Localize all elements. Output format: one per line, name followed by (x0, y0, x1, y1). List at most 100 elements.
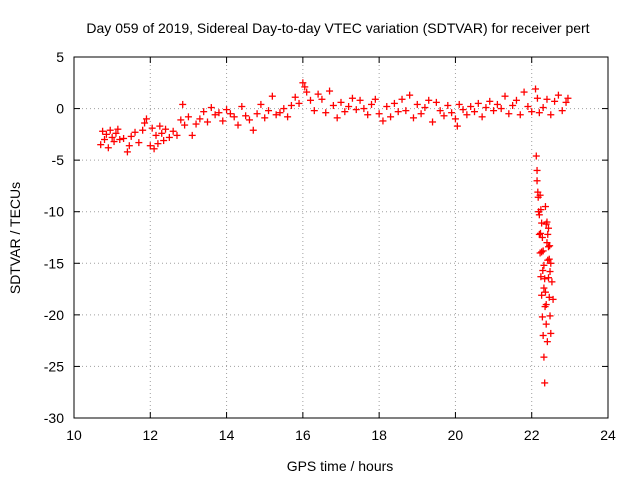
data-point (536, 229, 544, 237)
data-point (333, 114, 341, 122)
data-point (146, 142, 154, 150)
data-point (429, 118, 437, 126)
data-point (549, 295, 557, 303)
data-point (490, 107, 498, 115)
data-point (544, 230, 552, 238)
data-point (131, 128, 139, 136)
data-point (545, 293, 553, 301)
x-tick-label: 18 (371, 427, 387, 443)
data-point (158, 129, 166, 137)
data-point (368, 100, 376, 108)
data-point (482, 104, 490, 112)
data-point (436, 107, 444, 115)
data-point (478, 113, 486, 121)
data-point (348, 94, 356, 102)
data-point (532, 85, 540, 93)
data-point (272, 111, 280, 119)
data-point (459, 106, 467, 114)
data-point (547, 329, 555, 337)
data-point (390, 99, 398, 107)
data-point (493, 100, 501, 108)
data-point (238, 103, 246, 111)
x-axis-label: GPS time / hours (287, 458, 394, 474)
data-point (540, 284, 548, 292)
data-point (97, 141, 105, 149)
data-point (538, 234, 546, 241)
data-point (541, 275, 549, 283)
x-tick-label: 20 (448, 427, 464, 443)
y-tick-label: -30 (44, 410, 64, 426)
x-tick-label: 10 (66, 427, 82, 443)
data-point (533, 166, 541, 174)
data-point (150, 145, 158, 153)
data-point (383, 103, 391, 111)
x-tick-label: 22 (524, 427, 540, 443)
data-point (108, 133, 116, 141)
data-point (223, 106, 231, 114)
data-point (284, 113, 292, 121)
data-point (99, 127, 107, 135)
data-point (542, 301, 550, 309)
data-point (547, 259, 555, 267)
data-point (106, 126, 114, 134)
data-point (406, 91, 414, 99)
data-point (505, 110, 513, 118)
data-point (156, 122, 164, 130)
data-point (537, 206, 545, 214)
data-point (116, 136, 124, 144)
data-point (417, 110, 425, 118)
data-point (110, 138, 118, 146)
data-point (421, 104, 429, 112)
data-point (276, 109, 284, 117)
data-point (551, 97, 559, 105)
data-point (245, 116, 253, 124)
data-point (538, 291, 546, 299)
data-point (544, 224, 552, 232)
data-point (318, 95, 326, 103)
data-point (352, 106, 360, 114)
y-tick-label: -15 (44, 255, 64, 271)
data-point (219, 117, 227, 125)
data-point (112, 129, 120, 137)
data-point (497, 105, 505, 113)
data-point (291, 93, 299, 101)
data-point (547, 111, 555, 119)
data-point (165, 133, 173, 141)
data-point (154, 140, 162, 148)
data-point (539, 267, 547, 275)
data-point (541, 288, 549, 296)
data-point (142, 115, 150, 123)
data-point (173, 131, 181, 139)
data-point (127, 132, 135, 140)
data-point (135, 139, 143, 147)
data-point (541, 379, 549, 387)
data-point (120, 134, 128, 142)
data-point (253, 110, 261, 118)
data-point (398, 95, 406, 103)
data-point (471, 108, 478, 116)
data-point (204, 118, 211, 126)
data-point (536, 191, 544, 199)
data-point (409, 114, 417, 122)
data-point (123, 148, 131, 156)
data-point (432, 98, 440, 106)
data-point (533, 177, 541, 185)
data-point (125, 142, 133, 150)
data-point (230, 113, 238, 121)
data-point (448, 109, 456, 117)
data-point (139, 126, 147, 134)
data-point (379, 117, 387, 125)
data-point (345, 103, 353, 111)
axis-ticks: 10 12 14 16 18 20 22 24 5 0 -5 -10 -15 -20 -25 -30 (44, 49, 616, 443)
data-point (184, 113, 192, 121)
data-point (200, 108, 208, 116)
data-point (455, 100, 463, 108)
data-point (101, 136, 109, 144)
data-point (215, 109, 223, 117)
data-point (387, 113, 395, 121)
data-point (444, 101, 452, 109)
data-point (539, 331, 547, 339)
data-point (102, 130, 110, 138)
data-point (535, 211, 543, 219)
x-tick-label: 24 (600, 427, 616, 443)
